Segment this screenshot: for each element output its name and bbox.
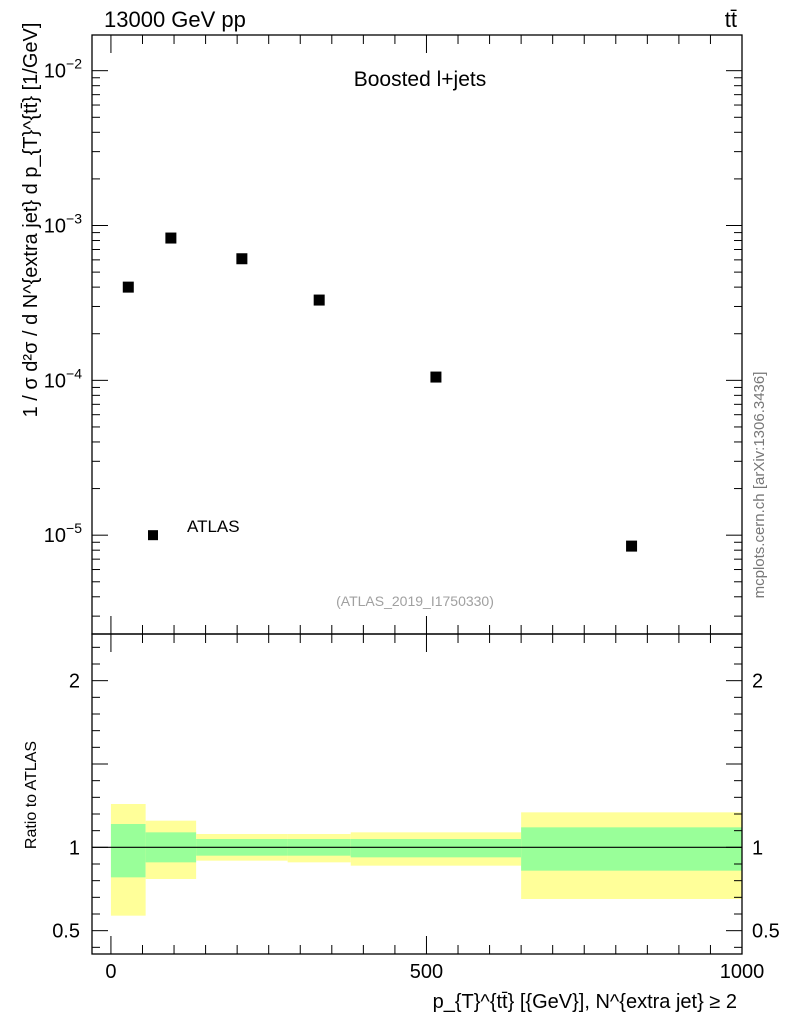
main-y-tick-label: 10−3 — [44, 211, 82, 238]
legend-marker — [148, 530, 158, 541]
main-frame — [91, 34, 743, 635]
data-point — [626, 540, 638, 552]
ratio-y-axis-label: Ratio to ATLAS — [23, 741, 40, 849]
process-label: tt̄ — [725, 7, 737, 32]
x-tick-label: 500 — [410, 961, 443, 983]
main-x-ticks — [110, 35, 743, 634]
main-y-axis-label-text: 1 / σ d²σ / d N^{extra jet} d p_{T}^{tt̄… — [20, 23, 42, 418]
ratio-y-tick-label: 2 — [752, 671, 763, 693]
analysis-watermark: (ATLAS_2019_I1750330) — [336, 593, 494, 609]
main-panel: Boosted l+jets (ATLAS_2019_I1750330) 10−… — [44, 34, 743, 635]
ratio-panel: 0.5 0.5 1 1 2 2 0 500 1000 — [52, 633, 780, 983]
data-point — [165, 232, 177, 244]
side-watermark: mcplots.cern.ch [arXiv:1306.3436] — [751, 372, 768, 599]
x-tick-label: 1000 — [720, 961, 765, 983]
ratio-x-ticks: 0 500 1000 — [105, 634, 764, 983]
x-axis-label: p_{T}^{tt̄} [{GeV}], N^{extra jet} ≥ 2 — [433, 991, 737, 1013]
data-point — [313, 294, 325, 306]
main-y-ticks: 10−5 10−4 10−3 10−2 — [44, 56, 742, 617]
main-y-tick-label: 10−2 — [44, 56, 82, 83]
ratio-y-ticks: 0.5 0.5 1 1 2 2 — [52, 646, 780, 948]
ratio-y-tick-label: 2 — [69, 671, 80, 693]
ratio-y-tick-label: 0.5 — [752, 921, 780, 943]
main-title: Boosted l+jets — [354, 68, 487, 91]
data-point — [430, 371, 442, 383]
main-y-axis-label: 1 / σ d²σ / d N^{extra jet} d p_{T}^{tt̄… — [20, 23, 42, 418]
legend-label: ATLAS — [187, 517, 240, 536]
ratio-y-tick-label: 1 — [69, 837, 80, 859]
ratio-y-tick-label: 1 — [752, 837, 763, 859]
data-point — [122, 281, 134, 293]
ratio-y-tick-label: 0.5 — [52, 921, 80, 943]
x-tick-label: 0 — [105, 961, 116, 983]
ratio-frame — [91, 633, 743, 955]
ratio-inner-band — [521, 827, 742, 871]
main-y-tick-label: 10−5 — [44, 520, 82, 547]
ratio-y-axis-label-text: Ratio to ATLAS — [23, 741, 40, 849]
data-point — [236, 253, 248, 265]
energy-label: 13000 GeV pp — [104, 7, 246, 32]
ratio-inner-band — [110, 824, 146, 878]
main-y-tick-label: 10−4 — [44, 365, 82, 392]
data-points — [122, 232, 638, 552]
ratio-bands — [110, 804, 742, 916]
side-watermark-text: mcplots.cern.ch [arXiv:1306.3436] — [751, 372, 768, 599]
ratio-inner-band — [350, 839, 522, 858]
